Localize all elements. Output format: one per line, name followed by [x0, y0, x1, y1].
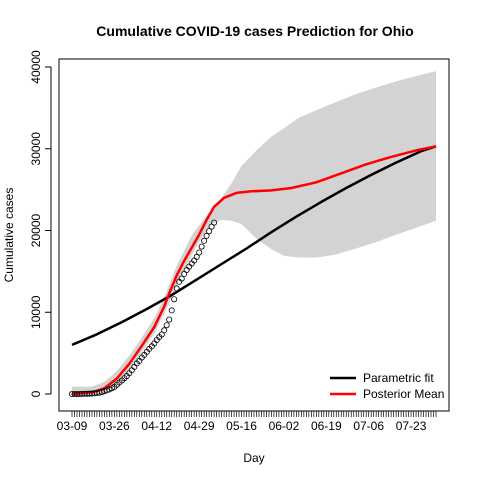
observed-point	[171, 296, 178, 303]
observed-point	[196, 249, 203, 256]
series-lines-layer	[71, 145, 437, 396]
observed-points-layer	[69, 219, 218, 397]
observed-point	[211, 219, 218, 226]
x-tick-label: 06-02	[269, 419, 300, 433]
x-tick-label: 07-23	[396, 419, 427, 433]
legend: Parametric fit Posterior Mean	[330, 371, 444, 401]
x-tick-label: 07-06	[353, 419, 384, 433]
series-line-posterior-mean	[71, 145, 437, 396]
legend-label-parametric-fit: Parametric fit	[363, 371, 434, 385]
observed-point	[168, 307, 175, 314]
observed-point	[193, 253, 200, 260]
observed-point	[178, 275, 185, 282]
x-axis-label: Day	[243, 451, 264, 465]
y-tick-label: 30000	[29, 132, 43, 166]
y-tick-label: 0	[29, 390, 43, 397]
x-tick-label: 06-19	[311, 419, 342, 433]
observed-point	[161, 327, 168, 334]
y-tick-label: 20000	[29, 213, 43, 247]
x-tick-label: 03-26	[99, 419, 130, 433]
x-tick-label: 04-12	[141, 419, 172, 433]
x-tick-label: 04-29	[184, 419, 215, 433]
observed-point	[201, 237, 208, 244]
y-tick-label: 40000	[29, 50, 43, 84]
y-tick-label: 10000	[29, 295, 43, 329]
y-axis-label: Cumulative cases	[2, 188, 16, 283]
legend-label-posterior-mean: Posterior Mean	[363, 387, 444, 401]
observed-point	[198, 243, 205, 250]
observed-point	[203, 232, 210, 239]
observed-point	[163, 322, 170, 329]
observed-point	[206, 228, 213, 235]
observed-point	[173, 285, 180, 292]
x-tick-label: 03-09	[57, 419, 88, 433]
observed-point	[166, 316, 173, 323]
chart-title: Cumulative COVID-19 cases Prediction for…	[96, 23, 413, 39]
confidence-band-layer	[72, 71, 436, 397]
posterior-interval-band	[72, 71, 436, 397]
x-tick-label: 05-16	[226, 419, 257, 433]
series-line-parametric-fit	[71, 145, 437, 347]
y-axis: 0 10000 20000 30000 40000	[29, 50, 52, 397]
x-axis: 03-09 03-26 04-12 04-29 05-16 06-02 06-19 07-06…	[57, 410, 437, 433]
